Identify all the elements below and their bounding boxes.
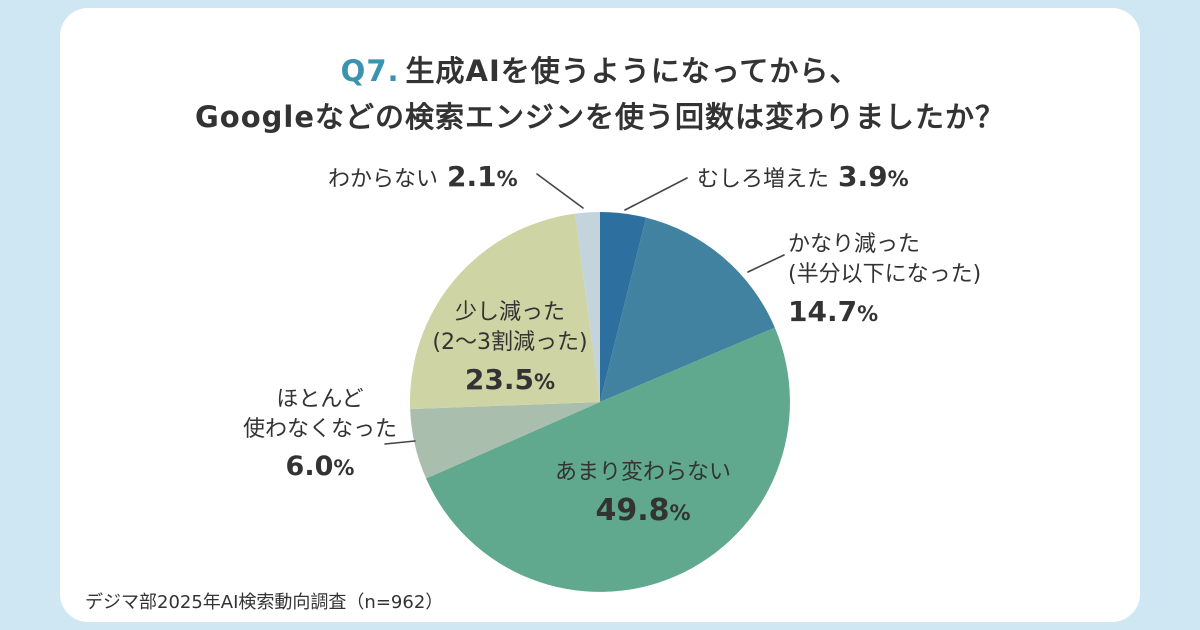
label-unchanged-text: あまり変わらない xyxy=(554,460,731,485)
leader-lines xyxy=(384,173,785,445)
leader-line-increased xyxy=(624,177,688,211)
pie-slice-5 xyxy=(575,212,600,402)
label-unknown-value: 2.1% xyxy=(447,160,518,193)
title-text-1: 生成AIを使うようになってから、 xyxy=(405,54,860,88)
pie-slice-2 xyxy=(426,327,790,592)
label-greatly-decreased-value: 14.7% xyxy=(788,294,879,328)
pie-slice-1 xyxy=(600,217,775,402)
pie-slice-4 xyxy=(410,213,600,410)
title-text-2: Googleなどの検索エンジンを使う回数は変わりましたか？ xyxy=(194,100,1006,134)
label-unchanged: あまり変わらない 49.8% xyxy=(543,458,743,532)
chart-title-line2: Googleなどの検索エンジンを使う回数は変わりましたか？ xyxy=(60,94,1140,136)
source-note: デジマ部2025年AI検索動向調査（n=962） xyxy=(85,592,444,613)
label-increased: むしろ増えた 3.9% xyxy=(697,158,909,197)
label-mostly-stopped: ほとんど 使わなくなった 6.0% xyxy=(235,385,405,485)
label-mostly-stopped-line1: ほとんど xyxy=(276,387,364,412)
question-number: Q7. xyxy=(340,54,400,88)
label-greatly-decreased-line2: (半分以下になった) xyxy=(788,262,982,288)
leader-line-unknown xyxy=(536,173,584,209)
label-slightly-decreased-value: 23.5% xyxy=(464,362,556,396)
label-greatly-decreased-line1: かなり減った xyxy=(788,232,921,257)
label-mostly-stopped-value: 6.0% xyxy=(285,450,355,482)
label-slightly-decreased: 少し減った (2〜3割減った) 23.5% xyxy=(410,298,610,399)
label-increased-text: むしろ増えた xyxy=(697,167,830,192)
pie-chart xyxy=(384,173,790,592)
label-unknown-text: わからない xyxy=(328,167,439,192)
label-slightly-decreased-line1: 少し減った xyxy=(454,300,565,325)
label-mostly-stopped-line2: 使わなくなった xyxy=(242,417,397,443)
leader-line-greatly-decreased xyxy=(747,254,785,273)
label-unchanged-value: 49.8% xyxy=(595,493,691,529)
survey-card: Q7. 生成AIを使うようになってから、 Googleなどの検索エンジンを使う回数… xyxy=(60,8,1140,622)
chart-title-line1: Q7. 生成AIを使うようになってから、 xyxy=(60,48,1140,90)
pie-slice-0 xyxy=(600,212,647,402)
label-unknown: わからない 2.1% xyxy=(328,158,518,197)
pie-slices xyxy=(410,212,790,592)
pie-slice-3 xyxy=(410,402,600,479)
label-increased-value: 3.9% xyxy=(838,160,909,193)
label-greatly-decreased: かなり減った (半分以下になった) 14.7% xyxy=(788,230,981,331)
label-slightly-decreased-line2: (2〜3割減った) xyxy=(432,330,588,356)
leader-line-mostly-stopped xyxy=(384,440,416,445)
